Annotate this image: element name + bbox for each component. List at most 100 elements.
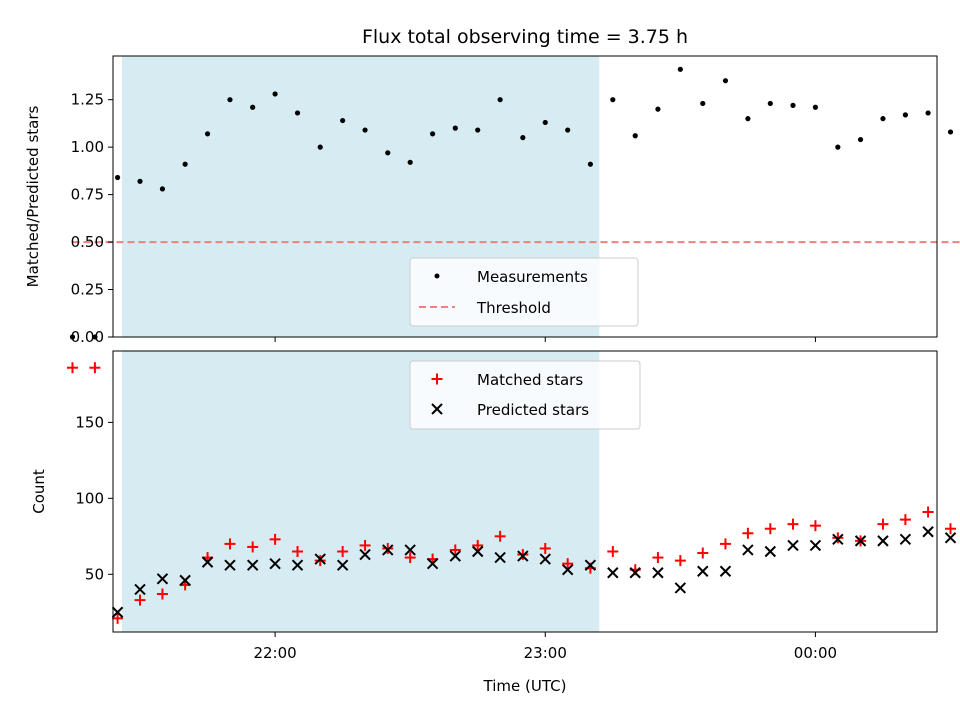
cross-stroke [584, 559, 597, 571]
legend-marker-measurements [434, 273, 440, 279]
legend-plus-glyph [431, 373, 443, 385]
predicted-star-point [697, 565, 709, 577]
matched-star-point [134, 594, 146, 606]
cross-stroke [854, 535, 867, 547]
cross-stroke [431, 403, 443, 415]
predicted-star-point [246, 559, 259, 571]
cross-stroke [314, 553, 326, 565]
measurement-point [677, 66, 683, 72]
ratio-y-tick-label: 0.75 [71, 186, 104, 204]
cross-stroke [539, 553, 551, 565]
matched-star-point [156, 588, 168, 600]
measurement-point [204, 131, 211, 137]
cross-stroke [426, 557, 439, 570]
measurement-point [835, 144, 841, 150]
legend-marker-predicted-stars [431, 403, 443, 415]
measurement-point [452, 125, 458, 131]
cross-stroke [517, 550, 529, 562]
cross-stroke [134, 583, 146, 596]
ratio-legend: Measurements Threshold [409, 257, 639, 327]
predicted-star-point [201, 556, 214, 568]
measurement-point [745, 116, 751, 122]
predicted-star-point [742, 544, 754, 556]
measurement-point [610, 97, 616, 103]
cross-stroke [922, 526, 934, 538]
time-x-tick-label: 00:00 [794, 644, 837, 662]
matched-star-point [517, 549, 529, 561]
ratio-y-tick-label: 1.00 [71, 138, 104, 156]
cross-stroke [674, 582, 687, 594]
legend-label-threshold: Threshold [476, 299, 551, 317]
measurement-point [475, 127, 481, 133]
predicted-star-point [561, 564, 574, 576]
measurement-point [587, 161, 593, 167]
predicted-star-point [111, 606, 124, 618]
predicted-star-point [764, 545, 777, 558]
matched-star-point [112, 612, 124, 624]
matched-star-point [66, 362, 78, 374]
legend-label-matched-stars: Matched stars [477, 371, 583, 389]
matched-star-point [607, 545, 619, 557]
count-axes-frame [112, 350, 938, 633]
measurement-point [430, 131, 436, 137]
measurement-point [632, 133, 638, 139]
cross-stroke [832, 533, 844, 546]
predicted-star-point [336, 559, 349, 571]
cross-stroke [201, 556, 214, 568]
cross-stroke [336, 559, 349, 571]
measurement-point [69, 334, 76, 340]
measurement-point [925, 110, 931, 116]
predicted-star-point [291, 559, 304, 571]
matched-star-point [314, 555, 326, 567]
predicted-star-point [652, 567, 664, 579]
predicted-star-point [854, 535, 867, 547]
count-legend: Matched stars Predicted stars [409, 360, 641, 430]
count-y-tick-label: 100 [75, 489, 104, 507]
measurement-point [385, 150, 391, 156]
count-y-tick-label: 50 [85, 565, 104, 583]
predicted-star-point [426, 557, 439, 570]
cross-stroke [494, 551, 506, 564]
measurement-point [880, 116, 886, 122]
ratio-y-tick-label: 0.00 [71, 328, 104, 346]
matched-star-point [247, 541, 259, 553]
predicted-star-point [404, 544, 416, 556]
cross-stroke [899, 533, 912, 546]
predicted-star-point [832, 533, 844, 546]
predicted-star-point [134, 583, 146, 596]
cross-stroke [224, 559, 236, 571]
matched-star-point [787, 518, 799, 530]
legend-label-predicted-stars: Predicted stars [477, 401, 589, 419]
legend-label-measurements: Measurements [477, 268, 588, 286]
count-y-axis-label: Count [30, 469, 48, 514]
matched-star-point [562, 558, 574, 570]
cross-stroke [269, 557, 281, 570]
cross-stroke [629, 567, 641, 579]
measurement-point [92, 334, 98, 340]
measurement-point [137, 178, 143, 184]
matched-star-point [697, 547, 709, 559]
matched-star-point [764, 523, 776, 535]
matched-star-point [359, 539, 371, 551]
predicted-star-point [179, 574, 191, 587]
measurement-point [947, 129, 954, 135]
matched-star-point [292, 545, 304, 557]
ratio-y-ticks: 0.00 0.25 0.50 0.75 1.00 1.25 [71, 91, 113, 346]
matched-star-point [89, 362, 101, 374]
cross-stroke [561, 564, 574, 576]
ratio-y-tick-label: 1.25 [71, 91, 104, 109]
measurement-point [317, 144, 323, 150]
measurement-point [655, 106, 661, 112]
ratio-legend-box [409, 257, 639, 327]
time-x-tick-label: 23:00 [524, 644, 567, 662]
time-x-tick-label: 22:00 [253, 644, 296, 662]
matched-star-point [224, 538, 236, 550]
predicted-star-point [382, 544, 394, 556]
cross-stroke [291, 559, 304, 571]
matched-star-point [337, 545, 349, 557]
measurement-point [857, 136, 864, 143]
measurement-point [700, 100, 706, 107]
